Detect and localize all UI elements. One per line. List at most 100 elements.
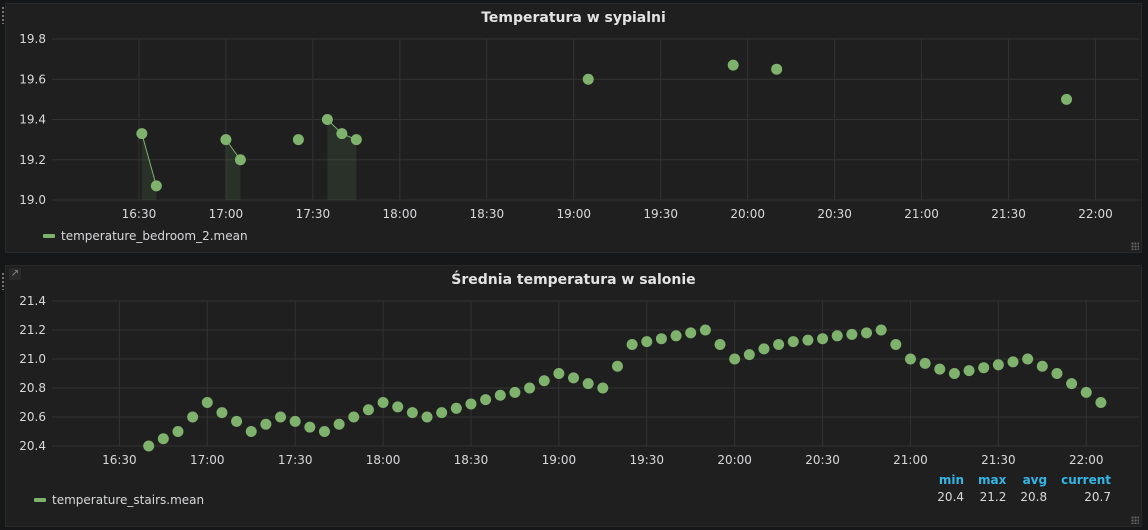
data-point [655, 333, 667, 345]
legend-header-min[interactable]: min [938, 473, 965, 487]
legend-series-name[interactable]: temperature_bedroom_2.mean [61, 229, 248, 243]
data-point [231, 415, 243, 427]
data-point [143, 440, 155, 452]
legend-value-max: 21.2 [979, 490, 1007, 504]
x-tick-label: 20:30 [817, 207, 852, 221]
legend-value-avg: 20.8 [1020, 490, 1048, 504]
data-point [524, 382, 536, 394]
data-point [729, 353, 741, 365]
series-line [141, 133, 157, 187]
data-point [1036, 360, 1048, 372]
data-point [275, 411, 287, 423]
chart-legend: temperature_bedroom_2.mean [43, 229, 248, 243]
data-point [406, 407, 418, 419]
resize-handle-icon[interactable] [1131, 242, 1139, 250]
data-point [157, 433, 169, 445]
bedroom-temperature-panel: Temperatura w sypialni 19.0 19.2 19.4 19.6 1… [1, 3, 1142, 253]
data-point [1051, 368, 1063, 379]
legend-header-avg[interactable]: avg [1022, 473, 1048, 487]
data-point [245, 426, 257, 437]
x-tick-label: 21:30 [991, 207, 1026, 221]
external-link-icon[interactable]: ↗ [9, 268, 21, 280]
x-tick-label: 16:30 [122, 207, 157, 221]
y-tick-label: 21.2 [19, 323, 46, 337]
data-point [292, 134, 304, 146]
x-tick-label: 19:00 [542, 453, 577, 467]
data-point [890, 339, 902, 350]
data-point [201, 397, 213, 408]
series-area [327, 119, 357, 200]
data-point [234, 154, 246, 166]
data-point [136, 128, 148, 140]
legend-swatch [34, 498, 46, 502]
data-point [904, 353, 916, 365]
data-point [1022, 353, 1034, 365]
data-point [597, 382, 609, 394]
data-point [802, 334, 814, 346]
data-point [1080, 386, 1092, 398]
data-point [685, 327, 697, 339]
data-point [875, 324, 887, 336]
y-tick-label: 20.4 [19, 439, 46, 453]
data-point [1061, 93, 1073, 105]
x-tick-label: 18:30 [454, 453, 489, 467]
x-tick-label: 20:30 [805, 453, 840, 467]
data-point [377, 397, 389, 408]
data-point [289, 415, 301, 427]
data-point [846, 328, 858, 340]
x-tick-label: 16:30 [102, 453, 137, 467]
data-point [1095, 397, 1107, 408]
x-tick-label: 17:30 [278, 453, 313, 467]
y-tick-label: 21.4 [19, 294, 46, 308]
data-point [582, 378, 594, 390]
data-point [992, 359, 1004, 371]
y-tick-label: 19.6 [19, 72, 46, 86]
data-point [934, 363, 946, 375]
data-point [948, 368, 960, 379]
data-point [963, 365, 975, 377]
data-point [172, 426, 184, 437]
x-tick-label: 18:00 [383, 207, 418, 221]
x-tick-label: 17:00 [209, 207, 244, 221]
x-tick-label: 19:30 [629, 453, 664, 467]
x-tick-label: 22:00 [1069, 453, 1104, 467]
panel-title[interactable]: Średnia temperatura w salonie [451, 272, 696, 288]
data-point [421, 411, 433, 423]
data-point [727, 59, 739, 71]
panel-drag-handle-icon[interactable] [1, 6, 5, 24]
x-tick-label: 18:30 [470, 207, 505, 221]
data-point [582, 73, 594, 85]
x-tick-label: 21:00 [893, 453, 928, 467]
resize-handle-icon[interactable] [1131, 516, 1139, 524]
data-point [333, 418, 345, 430]
y-tick-label: 20.6 [19, 410, 46, 424]
living-room-temperature-chart[interactable]: 20.4 20.6 20.8 21.0 21.2 21.4 16:30 17:00 17:30 1… [6, 266, 1141, 526]
living-room-temperature-panel: ↗ Średnia temperatura w salonie 20.4 20.6… [1, 265, 1142, 527]
data-point [480, 394, 492, 406]
bedroom-temperature-chart[interactable]: 19.0 19.2 19.4 19.6 19.8 16:30 17:00 17:30 18:00… [6, 4, 1141, 252]
data-point [553, 368, 565, 379]
data-point [568, 372, 580, 384]
y-tick-label: 19.4 [19, 113, 46, 127]
data-point [150, 180, 162, 192]
legend-header-current[interactable]: current [1061, 473, 1111, 487]
data-point [641, 336, 653, 348]
panel-title[interactable]: Temperatura w sypialni [481, 10, 666, 26]
y-tick-label: 19.8 [19, 32, 46, 46]
x-tick-label: 22:00 [1078, 207, 1113, 221]
data-point [1066, 378, 1078, 390]
data-point [861, 327, 873, 339]
data-point [919, 357, 931, 369]
y-tick-label: 21.0 [19, 352, 46, 366]
x-tick-label: 19:00 [556, 207, 591, 221]
data-point [216, 407, 228, 419]
x-tick-label: 21:30 [981, 453, 1016, 467]
data-point [318, 426, 330, 437]
panel-drag-handle-icon[interactable] [1, 272, 5, 290]
data-point [392, 401, 404, 413]
data-point [817, 333, 829, 345]
data-point [771, 63, 783, 75]
data-point [336, 128, 348, 140]
legend-series-name[interactable]: temperature_stairs.mean [52, 493, 205, 507]
legend-header-max[interactable]: max [978, 473, 1007, 487]
